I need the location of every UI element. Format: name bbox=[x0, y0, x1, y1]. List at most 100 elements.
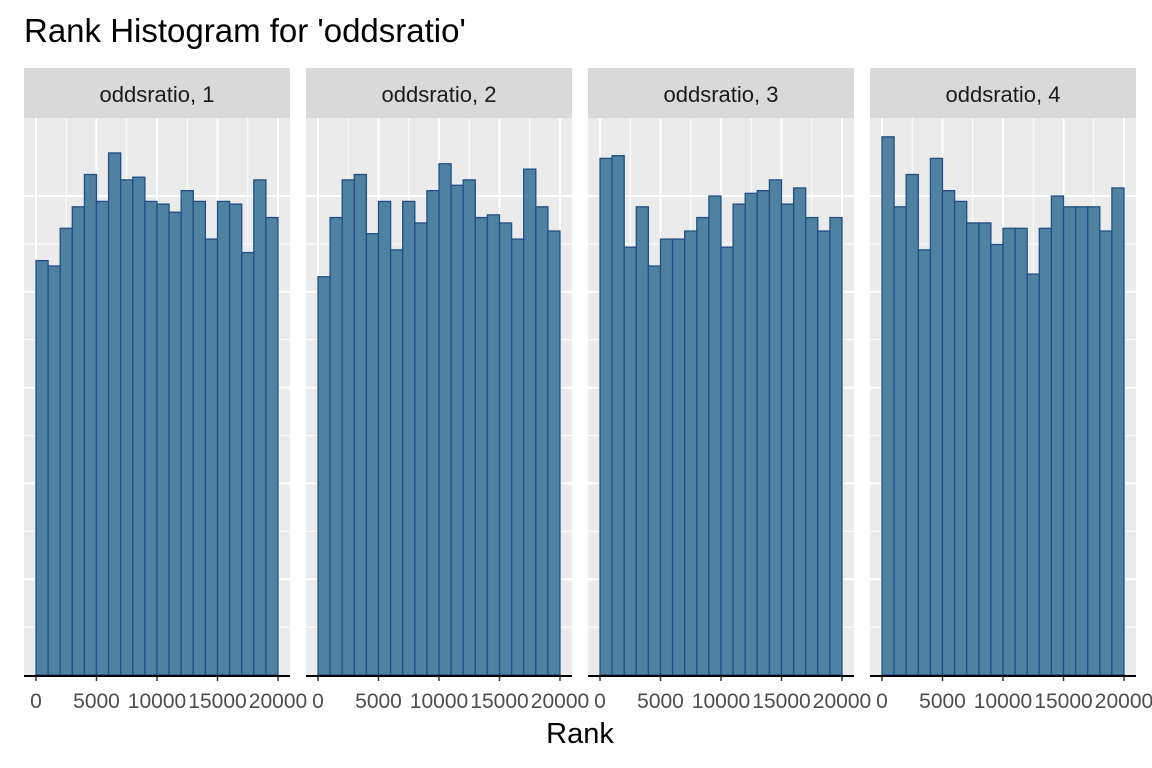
histogram-bar bbox=[1014, 227, 1028, 676]
x-tick-label: 15000 bbox=[188, 690, 246, 713]
facet-strip-4 bbox=[870, 68, 1136, 118]
histogram-bar bbox=[180, 190, 194, 676]
histogram-bar bbox=[817, 230, 831, 676]
histogram-bar bbox=[978, 222, 992, 676]
x-tick-label: 0 bbox=[876, 690, 888, 713]
histogram-bar bbox=[905, 173, 919, 676]
histogram-bar bbox=[805, 216, 819, 676]
histogram-bar bbox=[732, 203, 746, 676]
histogram-bar bbox=[83, 173, 98, 676]
histogram-bar bbox=[132, 176, 146, 676]
histogram-bar bbox=[71, 206, 86, 676]
histogram-bar bbox=[671, 238, 686, 676]
histogram-bar bbox=[486, 214, 501, 676]
facet-strip-3 bbox=[588, 68, 854, 118]
histogram-bar bbox=[953, 200, 968, 676]
histogram-bar bbox=[623, 246, 637, 676]
histogram-bar bbox=[780, 203, 795, 676]
histogram-bar bbox=[1050, 195, 1065, 676]
histogram-bar bbox=[990, 243, 1004, 676]
histogram-bar bbox=[450, 184, 464, 676]
histogram-bar bbox=[768, 179, 783, 676]
histogram-bar bbox=[1038, 227, 1053, 676]
x-tick-label: 20000 bbox=[813, 690, 871, 713]
histogram-bar bbox=[107, 152, 122, 676]
histogram-bar bbox=[329, 216, 343, 676]
facet-strip-label-4: oddsratio, 4 bbox=[946, 82, 1061, 107]
histogram-bar bbox=[317, 276, 331, 676]
histogram-bar bbox=[720, 246, 734, 676]
x-tick-label: 5000 bbox=[919, 690, 966, 713]
histogram-bar bbox=[1099, 230, 1113, 676]
histogram-bar bbox=[144, 200, 158, 676]
histogram-bar bbox=[402, 200, 416, 676]
histogram-bar bbox=[523, 168, 537, 676]
histogram-bar bbox=[792, 187, 807, 676]
histogram-bar bbox=[1074, 206, 1089, 676]
histogram-bar bbox=[647, 265, 662, 676]
histogram-bar bbox=[929, 157, 944, 676]
x-tick-label: 10000 bbox=[692, 690, 750, 713]
histogram-bar bbox=[917, 249, 932, 676]
histogram-bar bbox=[1087, 206, 1101, 676]
histogram-bar bbox=[228, 203, 243, 676]
histogram-bar bbox=[216, 200, 231, 676]
histogram-bar bbox=[744, 192, 758, 676]
facet-strip-label-3: oddsratio, 3 bbox=[664, 82, 779, 107]
chart-title: Rank Histogram for 'oddsratio' bbox=[24, 12, 466, 49]
histogram-bar bbox=[365, 233, 380, 676]
histogram-bar bbox=[1111, 187, 1125, 676]
x-tick-label: 15000 bbox=[470, 690, 528, 713]
histogram-bar bbox=[95, 200, 110, 676]
histogram-bar bbox=[708, 195, 722, 676]
histogram-bar bbox=[192, 200, 207, 676]
histogram-bar bbox=[966, 222, 980, 676]
x-tick-label: 20000 bbox=[249, 690, 307, 713]
histogram-bar bbox=[941, 190, 956, 676]
histogram-bar bbox=[341, 179, 355, 676]
x-tick-label: 15000 bbox=[1034, 690, 1092, 713]
x-axis-label: Rank bbox=[546, 718, 614, 750]
x-tick-label: 10000 bbox=[974, 690, 1032, 713]
x-tick-label: 20000 bbox=[531, 690, 589, 713]
facet-strip-2 bbox=[306, 68, 572, 118]
histogram-bar bbox=[414, 222, 428, 676]
histogram-bar bbox=[829, 216, 843, 676]
histogram-bar bbox=[389, 249, 404, 676]
histogram-bar bbox=[265, 216, 279, 676]
facet-strip-label-1: oddsratio, 1 bbox=[100, 82, 215, 107]
histogram-bar bbox=[35, 259, 49, 676]
histogram-bar bbox=[353, 173, 368, 676]
histogram-bar bbox=[59, 227, 73, 676]
x-tick-label: 0 bbox=[594, 690, 606, 713]
histogram-bar bbox=[377, 200, 392, 676]
histogram-bar bbox=[168, 211, 182, 676]
histogram-bar bbox=[241, 251, 255, 676]
x-tick-label: 20000 bbox=[1095, 690, 1152, 713]
x-tick-label: 10000 bbox=[128, 690, 186, 713]
histogram-bar bbox=[893, 206, 907, 676]
histogram-bar bbox=[881, 136, 895, 676]
histogram-bar bbox=[426, 190, 440, 676]
histogram-bar bbox=[696, 216, 710, 676]
histogram-bar bbox=[547, 230, 561, 676]
histogram-bar bbox=[156, 203, 170, 676]
histogram-bar bbox=[1062, 206, 1077, 676]
histogram-bar bbox=[120, 179, 134, 676]
histogram-bar bbox=[635, 206, 650, 676]
facet-strip-label-2: oddsratio, 2 bbox=[382, 82, 497, 107]
x-tick-label: 0 bbox=[30, 690, 42, 713]
histogram-bar bbox=[498, 222, 513, 676]
histogram-bar bbox=[611, 155, 625, 676]
histogram-bar bbox=[438, 163, 452, 676]
histogram-bar bbox=[1002, 227, 1016, 676]
histogram-bar bbox=[47, 265, 61, 676]
x-tick-label: 5000 bbox=[355, 690, 402, 713]
x-tick-label: 0 bbox=[312, 690, 324, 713]
histogram-bar bbox=[204, 238, 219, 676]
histogram-bar bbox=[474, 216, 489, 676]
x-tick-label: 15000 bbox=[752, 690, 810, 713]
x-tick-label: 10000 bbox=[410, 690, 468, 713]
histogram-bar bbox=[756, 190, 771, 676]
